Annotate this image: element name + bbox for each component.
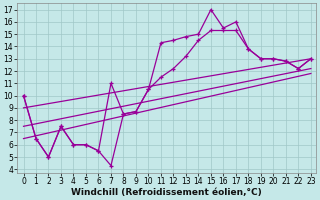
X-axis label: Windchill (Refroidissement éolien,°C): Windchill (Refroidissement éolien,°C) — [71, 188, 262, 197]
